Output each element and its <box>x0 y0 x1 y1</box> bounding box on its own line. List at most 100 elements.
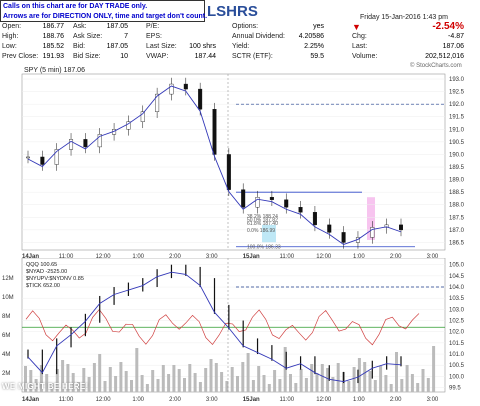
volume-bar <box>188 364 192 392</box>
candle <box>69 139 74 150</box>
y-tick-label: 103.0 <box>449 307 465 313</box>
candle <box>97 134 102 148</box>
volume-bar <box>363 362 367 392</box>
options-label: Options: <box>232 23 259 30</box>
volume-bar <box>379 366 383 392</box>
volume-bar <box>214 363 218 392</box>
volume-bar <box>209 359 213 392</box>
y-tick-label: 193.0 <box>449 77 465 83</box>
volume-bar <box>124 371 128 392</box>
fib-label: 50.0% 187.82 <box>247 217 278 223</box>
x-tick-label: 12:00 <box>96 254 112 258</box>
volume-bar <box>241 362 245 392</box>
left-tick-label: 4M <box>2 352 10 358</box>
bid-size-value: 10 <box>120 53 128 60</box>
candle <box>341 232 346 243</box>
volume-bar <box>193 373 197 392</box>
x-tick-label: 1:00 <box>353 397 365 403</box>
volume-bar <box>98 354 102 392</box>
volume-bar <box>426 378 430 392</box>
y-tick-label: 190.5 <box>449 140 465 146</box>
volume-bar <box>236 376 239 392</box>
copyright: © StockCharts.com <box>410 63 462 69</box>
candle <box>26 156 31 159</box>
x-tick-label: 11:00 <box>59 397 74 403</box>
ask-size-value: 7 <box>124 33 128 40</box>
volume-bar <box>416 383 420 392</box>
x-tick-label: 11:00 <box>279 254 294 258</box>
volume-bar <box>373 380 377 392</box>
legend-entry: $TICK 652.00 <box>26 283 60 289</box>
high-value: 188.76 <box>42 33 64 40</box>
volume-bar <box>257 366 261 392</box>
fib-label: 100.0% 186.33 <box>247 245 281 251</box>
x-tick-label: 11:00 <box>59 254 74 258</box>
volume-bar <box>357 358 361 392</box>
volume-value: 202,512,016 <box>425 53 464 60</box>
volume-bar <box>92 363 96 392</box>
candle <box>298 207 303 213</box>
y-tick-label: 101.0 <box>449 352 465 358</box>
volume-bar <box>34 379 38 392</box>
left-tick-label: 10M <box>2 295 14 301</box>
volume-bar <box>384 375 388 392</box>
quote-header: Calls on this chart are for DAY TRADE on… <box>0 0 480 62</box>
y-tick-label: 104.0 <box>449 285 465 291</box>
y-tick-label: 104.5 <box>449 274 465 280</box>
volume-bar <box>225 381 229 392</box>
candle <box>140 111 145 122</box>
ask-label: Ask: <box>73 23 87 30</box>
volume-bar <box>61 360 65 392</box>
y-tick-label: 103.5 <box>449 296 465 302</box>
disclaimer-note: Calls on this chart are for DAY TRADE on… <box>0 0 207 22</box>
x-tick-label: 2:00 <box>390 254 402 258</box>
sctr-value: 59.5 <box>310 53 324 60</box>
high-label: High: <box>2 33 19 40</box>
left-tick-label: 12M <box>2 276 14 282</box>
watermark-text: WE MIGHT BE HERE! <box>2 382 89 391</box>
x-tick-label: 2:00 <box>390 397 402 403</box>
volume-bar <box>304 378 308 392</box>
volume-bar <box>45 374 49 392</box>
x-tick-label: 14Jan <box>22 397 39 403</box>
candle <box>126 121 131 130</box>
volume-bar <box>352 367 356 392</box>
volume-bar <box>24 366 27 392</box>
volume-bar <box>421 369 425 392</box>
volume-bar <box>294 383 298 392</box>
y-tick-label: 187.5 <box>449 215 465 221</box>
volume-bar <box>77 382 80 392</box>
volume-bar <box>410 374 414 392</box>
volume-bar <box>167 374 171 392</box>
pct-change: -2.54% <box>432 21 464 32</box>
fib-label: 38.2% 188.24 <box>247 214 278 220</box>
candle <box>54 149 59 165</box>
prev-close-value: 191.93 <box>42 53 64 60</box>
volume-bar <box>103 381 107 392</box>
down-arrow-icon: ▼ <box>352 22 361 32</box>
candle <box>226 154 231 190</box>
candle <box>40 156 45 165</box>
y-tick-label: 102.0 <box>449 330 465 336</box>
candle <box>370 227 375 238</box>
plot-frame <box>21 73 446 251</box>
volume-bar <box>310 364 314 392</box>
dividend-value: 4.20586 <box>298 33 324 40</box>
volume-bar <box>273 370 277 392</box>
low-value: 185.52 <box>42 43 64 50</box>
volume-bar <box>278 379 282 392</box>
indicator-chart: 105.0 104.5 104.0 103.5 103.0 102.5 102.0 101.5… <box>2 258 465 403</box>
last-size-value: 100 shrs <box>189 43 216 50</box>
open-label: Open: <box>2 23 22 30</box>
volume-label: Volume: <box>352 53 378 60</box>
volume-bar <box>267 384 271 392</box>
candle <box>198 88 203 110</box>
y-tick-label: 188.0 <box>449 203 465 209</box>
price-chart: 193.0 192.5 192.0 191.5 191.0 190.5 190.0 189.5… <box>21 67 465 258</box>
volume-bar <box>315 373 319 392</box>
candle <box>284 199 289 208</box>
vwap-value: 187.44 <box>194 53 216 60</box>
options-value: yes <box>313 23 324 30</box>
chg-value: -4.87 <box>448 33 464 40</box>
pe-label: P/E: <box>146 23 160 30</box>
